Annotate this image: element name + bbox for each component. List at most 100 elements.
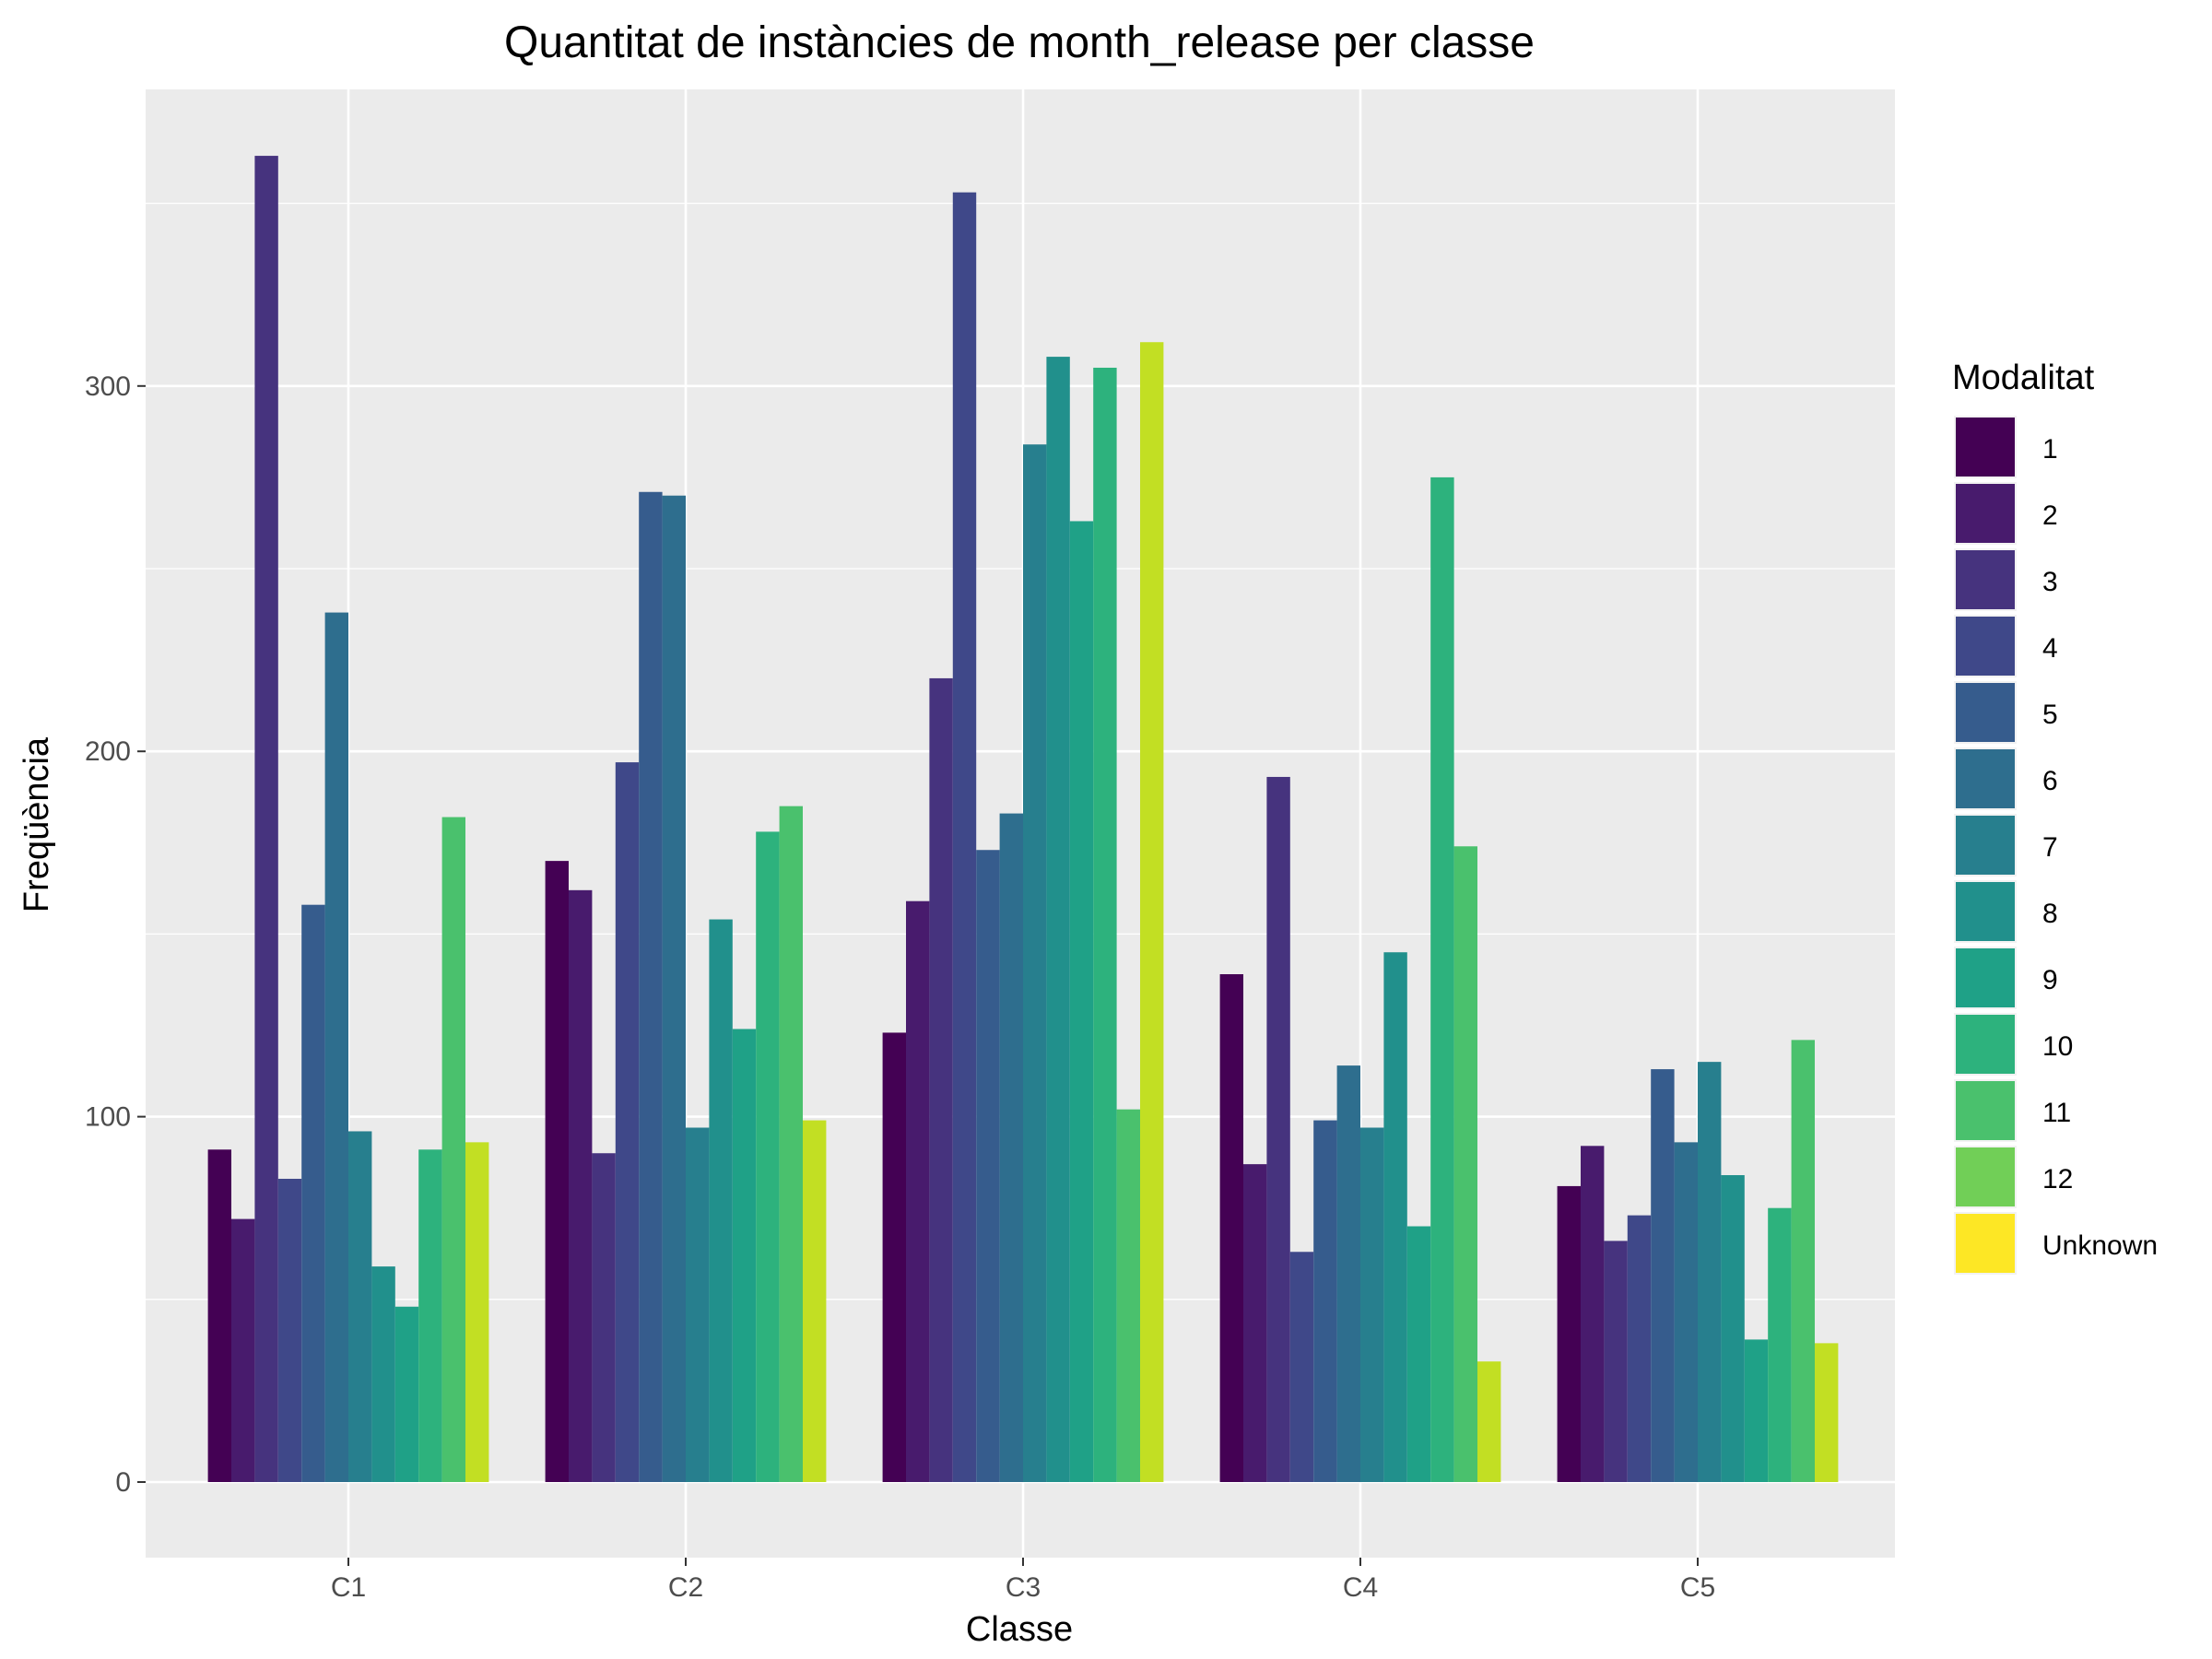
bar-c3-7 bbox=[1023, 444, 1047, 1483]
legend-label-4: 4 bbox=[2042, 633, 2058, 664]
bar-c5-6 bbox=[1674, 1142, 1698, 1482]
bar-c3-9 bbox=[1069, 521, 1094, 1482]
bar-c5-12 bbox=[1815, 1343, 1839, 1482]
bar-c2-9 bbox=[732, 1029, 757, 1482]
bar-c5-5 bbox=[1651, 1069, 1675, 1482]
x-axis-title: Classe bbox=[966, 1610, 1073, 1649]
legend-swatch-7 bbox=[1956, 816, 2015, 875]
bars bbox=[207, 156, 1839, 1483]
bar-c3-3 bbox=[929, 677, 953, 1482]
x-tick-label: C3 bbox=[1006, 1572, 1041, 1603]
legend-swatch-11 bbox=[1956, 1081, 2015, 1140]
bar-c2-7 bbox=[686, 1127, 710, 1482]
bar-c2-11 bbox=[779, 806, 803, 1482]
bar-c2-10 bbox=[756, 831, 780, 1482]
bar-c1-12 bbox=[465, 1142, 489, 1482]
bar-c5-4 bbox=[1627, 1215, 1652, 1482]
legend-label-unknown: Unknown bbox=[2042, 1230, 2158, 1261]
legend-swatch-9 bbox=[1956, 948, 2015, 1007]
y-tick-label: 200 bbox=[85, 736, 131, 767]
bar-c5-11 bbox=[1791, 1040, 1815, 1482]
bar-c2-2 bbox=[569, 889, 593, 1482]
bar-c4-5 bbox=[1313, 1120, 1337, 1482]
bar-c2-3 bbox=[592, 1153, 616, 1482]
legend-swatch-12 bbox=[1956, 1147, 2015, 1206]
bar-c5-2 bbox=[1581, 1146, 1605, 1482]
y-axis-title: Freqüència bbox=[18, 736, 56, 912]
legend-label-12: 12 bbox=[2042, 1164, 2073, 1194]
bar-c2-1 bbox=[545, 861, 569, 1482]
bar-c1-5 bbox=[301, 904, 325, 1482]
bar-c4-12 bbox=[1477, 1361, 1501, 1482]
bar-c2-4 bbox=[615, 762, 640, 1482]
bar-c3-2 bbox=[906, 900, 930, 1482]
legend-swatch-10 bbox=[1956, 1015, 2015, 1074]
legend-swatch-6 bbox=[1956, 749, 2015, 808]
bar-c4-1 bbox=[1219, 974, 1243, 1482]
legend-label-9: 9 bbox=[2042, 965, 2058, 995]
bar-c3-5 bbox=[976, 850, 1000, 1482]
legend-label-8: 8 bbox=[2042, 899, 2058, 929]
bar-c4-4 bbox=[1289, 1252, 1314, 1482]
chart-title: Quantitat de instàncies de month_release… bbox=[504, 18, 1535, 67]
legend-label-3: 3 bbox=[2042, 567, 2058, 597]
bar-c4-2 bbox=[1243, 1164, 1267, 1482]
bar-c4-8 bbox=[1383, 952, 1407, 1482]
bar-c1-9 bbox=[394, 1306, 419, 1482]
bar-c5-3 bbox=[1604, 1241, 1628, 1482]
bar-c3-10 bbox=[1093, 367, 1117, 1483]
bar-c3-4 bbox=[952, 192, 977, 1483]
x-tick-label: C1 bbox=[331, 1572, 366, 1603]
bar-c1-6 bbox=[324, 612, 348, 1482]
bar-c4-10 bbox=[1430, 477, 1454, 1482]
bar-c1-4 bbox=[277, 1178, 302, 1482]
bar-c1-3 bbox=[254, 156, 278, 1482]
bar-c4-3 bbox=[1266, 776, 1290, 1482]
y-tick-label: 300 bbox=[85, 371, 131, 402]
bar-c3-11 bbox=[1116, 1109, 1140, 1482]
bar-c3-6 bbox=[999, 813, 1023, 1482]
legend-swatch-3 bbox=[1956, 550, 2015, 609]
bar-c1-2 bbox=[231, 1218, 255, 1482]
legend-label-10: 10 bbox=[2042, 1031, 2073, 1062]
bar-c4-6 bbox=[1336, 1065, 1360, 1482]
y-tick-label: 0 bbox=[115, 1467, 131, 1498]
bar-c3-1 bbox=[882, 1032, 906, 1482]
bar-c2-5 bbox=[639, 491, 663, 1482]
bar-c5-8 bbox=[1721, 1175, 1745, 1482]
y-tick-label: 100 bbox=[85, 1102, 131, 1133]
bar-c1-10 bbox=[418, 1149, 442, 1482]
bar-c2-8 bbox=[709, 919, 733, 1482]
bar-c5-1 bbox=[1557, 1185, 1581, 1482]
legend-label-7: 7 bbox=[2042, 832, 2058, 863]
bar-c5-9 bbox=[1744, 1339, 1769, 1482]
bar-c5-10 bbox=[1768, 1207, 1792, 1482]
bar-c4-9 bbox=[1406, 1226, 1431, 1482]
bar-c1-7 bbox=[348, 1131, 372, 1482]
bar-c3-8 bbox=[1046, 357, 1070, 1483]
bar-c1-1 bbox=[207, 1149, 231, 1482]
bar-c4-7 bbox=[1360, 1127, 1384, 1482]
legend-label-6: 6 bbox=[2042, 766, 2058, 796]
legend-title: Modalitat bbox=[1952, 359, 2095, 397]
legend-swatch-5 bbox=[1956, 683, 2015, 742]
bar-c2-12 bbox=[803, 1120, 827, 1482]
legend-swatch-1 bbox=[1956, 418, 2015, 477]
bar-c4-11 bbox=[1453, 846, 1477, 1482]
bar-c1-8 bbox=[371, 1266, 395, 1482]
legend-swatch-unknown bbox=[1956, 1214, 2015, 1273]
legend-label-1: 1 bbox=[2042, 434, 2058, 465]
x-tick-label: C2 bbox=[668, 1572, 703, 1603]
axes: 0 100 200 300 C1 C2 C3 C4 C5 bbox=[85, 371, 1715, 1603]
bar-c1-11 bbox=[441, 817, 465, 1482]
x-tick-label: C5 bbox=[1680, 1572, 1715, 1603]
legend-label-5: 5 bbox=[2042, 700, 2058, 730]
legend-label-2: 2 bbox=[2042, 500, 2058, 531]
bar-c2-6 bbox=[662, 495, 686, 1482]
legend-swatch-2 bbox=[1956, 484, 2015, 543]
bar-c5-7 bbox=[1698, 1062, 1722, 1482]
legend-label-11: 11 bbox=[2042, 1098, 2071, 1128]
x-tick-label: C4 bbox=[1343, 1572, 1378, 1603]
